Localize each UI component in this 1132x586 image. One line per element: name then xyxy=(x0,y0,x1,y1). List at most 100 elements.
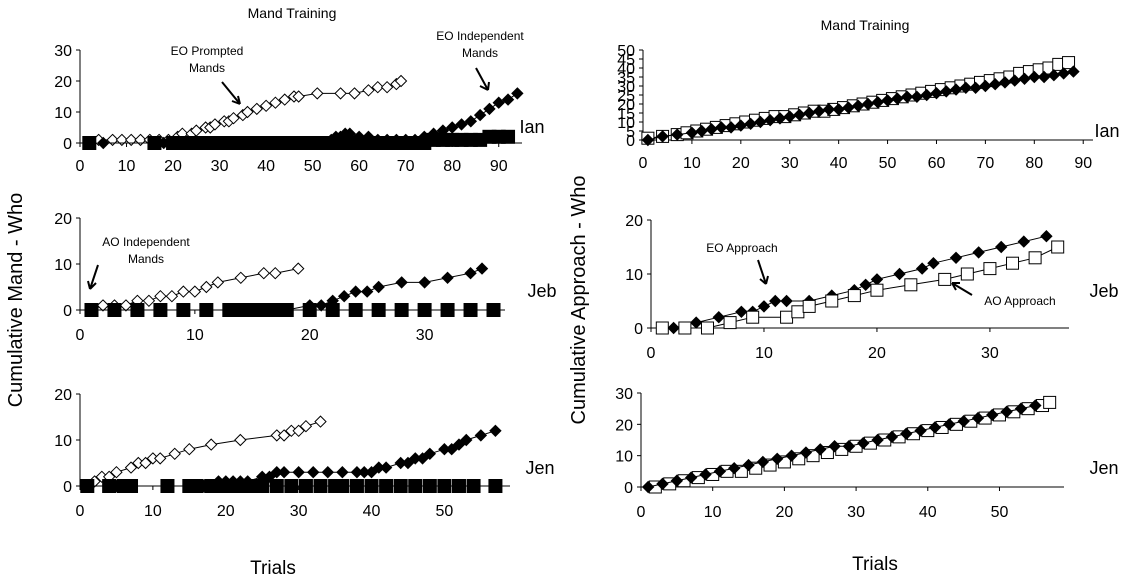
data-point xyxy=(700,321,714,335)
data-point xyxy=(483,102,496,116)
data-point xyxy=(371,303,386,317)
data-point xyxy=(292,424,305,438)
data-point xyxy=(1062,56,1076,70)
series-filled-square xyxy=(82,129,516,150)
y-tick-label: 50 xyxy=(617,43,635,60)
data-point xyxy=(234,433,247,447)
data-point xyxy=(418,276,431,289)
y-tick-label: 30 xyxy=(615,386,633,403)
y-tick-label: 10 xyxy=(617,115,635,132)
data-point xyxy=(656,130,669,143)
y-tick-label: 0 xyxy=(63,479,72,496)
x-tick-label: 10 xyxy=(755,345,773,362)
data-point xyxy=(1017,235,1031,248)
participant-label-ian-left: Ian xyxy=(519,117,544,137)
x-tick-label: 10 xyxy=(118,158,136,175)
data-point xyxy=(859,278,872,292)
series-open-square xyxy=(655,240,1065,335)
data-point xyxy=(943,418,956,431)
x-tick-label: 0 xyxy=(637,504,646,521)
x-tick-label: 70 xyxy=(976,155,994,172)
data-point xyxy=(250,102,264,116)
data-point xyxy=(349,285,362,298)
y-tick-label: 0 xyxy=(63,136,72,153)
x-tick-label: 40 xyxy=(830,155,848,172)
data-point xyxy=(379,479,394,493)
data-point xyxy=(501,93,515,106)
data-point xyxy=(842,440,856,453)
data-point xyxy=(360,285,374,298)
data-point xyxy=(292,262,305,275)
x-tick-label: 90 xyxy=(1074,155,1092,172)
data-point xyxy=(102,479,117,493)
x-tick-label: 0 xyxy=(639,155,648,172)
y-tick-label: 35 xyxy=(617,70,635,87)
x-tick-label: 30 xyxy=(847,504,865,521)
right-x-axis-label: Trials xyxy=(852,554,898,575)
data-point xyxy=(460,433,473,447)
data-point xyxy=(334,87,347,100)
data-point xyxy=(455,118,468,131)
x-tick-label: 20 xyxy=(775,504,793,521)
data-point xyxy=(199,303,214,317)
left-y-axis-label: Cumulative Mand - Who xyxy=(5,193,27,408)
x-tick-label: 60 xyxy=(928,155,946,172)
right-y-axis-label: Cumulative Approach - Who xyxy=(568,175,590,424)
data-point xyxy=(488,479,503,493)
participant-label-ian-right: Ian xyxy=(1094,121,1119,141)
data-point xyxy=(715,121,728,134)
data-point xyxy=(511,87,524,100)
data-point xyxy=(727,461,741,475)
data-point xyxy=(641,133,655,147)
annotation-eo-independent-mands-text: EO Independent Mands xyxy=(436,29,524,60)
data-point xyxy=(822,103,836,116)
y-tick-label: 20 xyxy=(54,387,72,404)
data-point xyxy=(802,299,816,313)
data-point xyxy=(372,280,385,294)
x-tick-label: 20 xyxy=(868,345,886,362)
data-point xyxy=(712,310,725,324)
data-point xyxy=(124,461,138,474)
data-point xyxy=(380,80,394,94)
annotation-ao-approach-text: AO Approach xyxy=(984,294,1055,308)
data-point xyxy=(80,479,95,493)
data-point xyxy=(949,251,963,265)
data-point xyxy=(828,440,841,453)
data-point xyxy=(474,429,488,442)
data-point xyxy=(870,273,884,286)
annotation-arrow xyxy=(757,259,769,285)
data-point xyxy=(153,452,167,465)
x-tick-label: 0 xyxy=(76,158,85,175)
data-point xyxy=(292,90,305,103)
annotation-arrow xyxy=(475,67,490,91)
data-point xyxy=(971,411,985,425)
x-tick-label: 0 xyxy=(76,503,85,520)
data-point xyxy=(160,479,175,493)
series-line xyxy=(648,405,1036,488)
x-tick-label: 50 xyxy=(991,504,1009,521)
data-point xyxy=(463,303,478,317)
y-tick-label: 10 xyxy=(54,257,72,274)
series-filled-square xyxy=(84,303,501,317)
data-point xyxy=(183,442,196,456)
data-point xyxy=(394,303,409,317)
data-point xyxy=(96,299,110,312)
data-point xyxy=(292,465,305,479)
data-point xyxy=(394,74,408,88)
data-point xyxy=(825,294,839,308)
y-tick-label: 0 xyxy=(63,303,72,320)
data-point xyxy=(771,452,784,466)
data-point xyxy=(486,303,501,317)
data-point xyxy=(313,479,328,493)
data-point xyxy=(348,303,363,317)
x-tick-label: 20 xyxy=(301,327,319,344)
x-tick-label: 40 xyxy=(363,503,381,520)
data-point xyxy=(756,455,770,469)
data-point xyxy=(84,303,99,317)
data-point xyxy=(337,289,351,303)
data-point xyxy=(904,278,918,292)
data-point xyxy=(307,465,320,479)
x-tick-label: 0 xyxy=(647,345,656,362)
